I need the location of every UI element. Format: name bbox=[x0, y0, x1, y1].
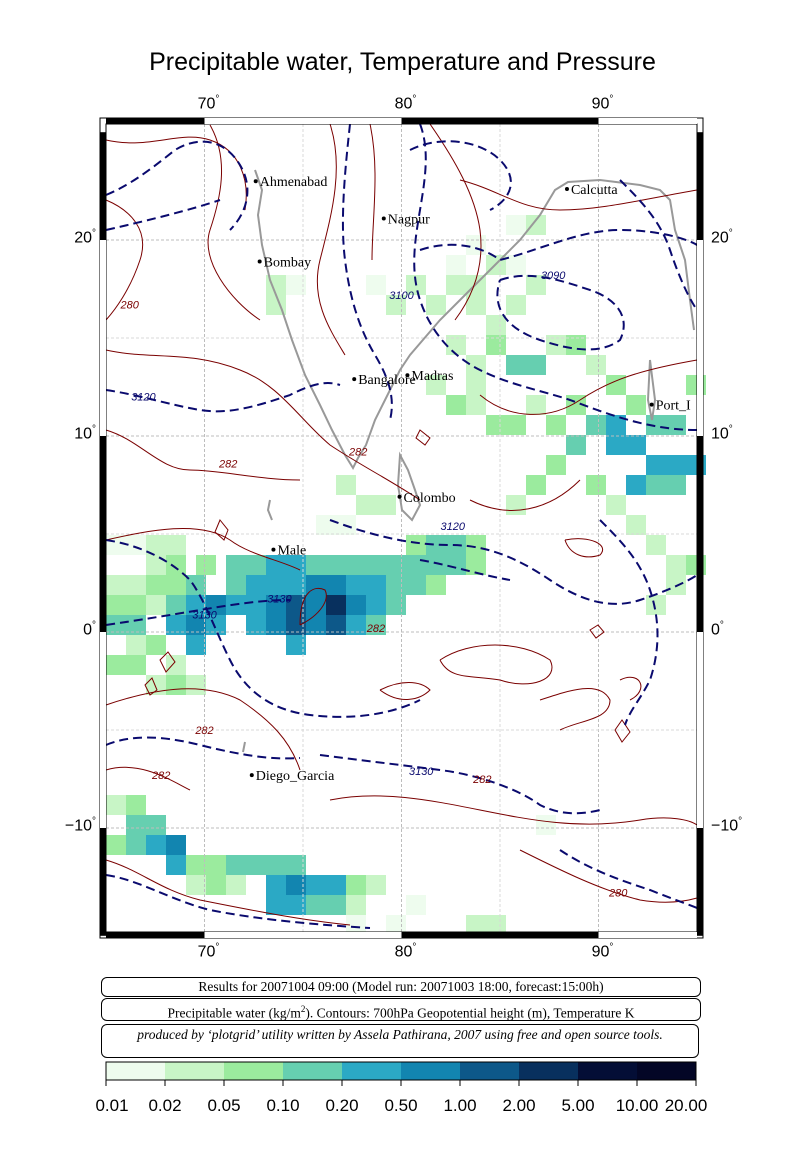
contour-label: 282 bbox=[348, 447, 367, 459]
contour-label: 3120 bbox=[440, 521, 465, 533]
results-info: Results for 20071004 09:00 (Model run: 2… bbox=[101, 977, 701, 997]
city-markers: AhmenabadNagpurCalcuttaBombayBangaloreMa… bbox=[249, 175, 691, 784]
axis-tick-label: −10° bbox=[64, 816, 96, 835]
colorbar-swatch bbox=[460, 1062, 519, 1080]
city-label: Madras bbox=[411, 369, 453, 384]
colorbar-tick-label: 2.00 bbox=[502, 1096, 536, 1115]
city-label: Male bbox=[277, 544, 306, 559]
axis-tick-label: 90° bbox=[591, 94, 614, 113]
colorbar-tick-label: 0.50 bbox=[384, 1096, 418, 1115]
axis-tick-label: 20° bbox=[711, 228, 733, 247]
contour-label: 3130 bbox=[409, 766, 434, 778]
colorbar-tick-label: 0.20 bbox=[325, 1096, 359, 1115]
city-label: Bangalore bbox=[358, 373, 416, 388]
colorbar-tick-label: 0.02 bbox=[148, 1096, 182, 1115]
city-dot bbox=[257, 259, 262, 264]
contour-label: 282 bbox=[366, 623, 385, 635]
contour-label: 3100 bbox=[389, 290, 414, 302]
colorbar-swatch bbox=[578, 1062, 637, 1080]
city-label: Nagpur bbox=[388, 212, 430, 227]
coastline bbox=[242, 169, 695, 753]
city-label: Colombo bbox=[404, 491, 456, 506]
axis-tick-label: 80° bbox=[394, 94, 417, 113]
axis-tick-label: 90° bbox=[591, 942, 614, 961]
colorbar-tick-label: 0.05 bbox=[207, 1096, 241, 1115]
colorbar-tick-label: 1.00 bbox=[443, 1096, 477, 1115]
contour-labels: 3090 3100 3120 3120 3130 3130 3130 280 280 282 282… bbox=[119, 270, 628, 899]
city-label: Ahmenabad bbox=[260, 175, 328, 190]
variable-info: Precipitable water (kg/m2). Contours: 70… bbox=[101, 998, 701, 1021]
variable-info-suffix: ). Contours: 700hPa Geopotential height … bbox=[305, 1005, 635, 1021]
colorbar-swatch bbox=[342, 1062, 401, 1080]
city-label: Bombay bbox=[264, 256, 311, 271]
contour-label: 282 bbox=[472, 774, 491, 786]
variable-info-superscript: 2 bbox=[300, 1004, 306, 1014]
axis-tick-label: 70° bbox=[197, 94, 220, 113]
city-dot bbox=[352, 377, 357, 382]
contour-label: 282 bbox=[218, 458, 237, 470]
contour-label: 3090 bbox=[541, 270, 566, 282]
axis-tick-label: 70° bbox=[197, 942, 220, 961]
colorbar-tick-label: 5.00 bbox=[561, 1096, 595, 1115]
city-dot bbox=[249, 773, 254, 778]
graticule bbox=[106, 124, 697, 932]
city-label: Port_I bbox=[656, 399, 691, 414]
axis-tick-label: 0° bbox=[83, 620, 96, 639]
axis-tick-label: 10° bbox=[711, 424, 733, 443]
contour-label: 282 bbox=[151, 770, 170, 782]
geopotential-height-contours bbox=[105, 123, 698, 929]
map-frame-bars bbox=[100, 118, 703, 938]
axis-tick-label: 80° bbox=[394, 942, 417, 961]
variable-info-prefix: Precipitable water (kg/m bbox=[167, 1005, 301, 1021]
colorbar-swatch bbox=[224, 1062, 283, 1080]
city-label: Diego_Garcia bbox=[256, 769, 335, 784]
contour-label: 3120 bbox=[131, 392, 156, 404]
colorbar-swatch bbox=[283, 1062, 342, 1080]
contour-label: 280 bbox=[608, 888, 628, 900]
colorbar-swatch bbox=[165, 1062, 224, 1080]
colorbar-swatch bbox=[106, 1062, 165, 1080]
city-dot bbox=[253, 179, 258, 184]
contour-label: 3130 bbox=[267, 594, 292, 606]
colorbar-swatch bbox=[519, 1062, 578, 1080]
colorbar-swatch bbox=[401, 1062, 460, 1080]
axis-tick-label: −10° bbox=[711, 816, 743, 835]
city-dot bbox=[381, 216, 386, 221]
axis-tick-label: 10° bbox=[74, 424, 96, 443]
map-title: Precipitable water, Temperature and Pres… bbox=[149, 48, 656, 76]
temperature-contours bbox=[105, 123, 698, 926]
colorbar-tick-label: 0.01 bbox=[95, 1096, 129, 1115]
city-dot bbox=[271, 547, 276, 552]
axis-tick-label: 20° bbox=[74, 228, 96, 247]
city-dot bbox=[397, 494, 402, 499]
colorbar-swatch bbox=[637, 1062, 696, 1080]
colorbar bbox=[105, 1061, 697, 1086]
credits-info: produced by ‘plotgrid’ utility written b… bbox=[101, 1024, 699, 1058]
city-label: Calcutta bbox=[571, 183, 618, 198]
contour-label: 3130 bbox=[192, 609, 217, 621]
city-dot bbox=[649, 402, 654, 407]
contour-label: 280 bbox=[119, 300, 139, 312]
axis-tick-label: 0° bbox=[711, 620, 724, 639]
city-dot bbox=[564, 187, 569, 192]
colorbar-tick-label: 20.00 bbox=[664, 1096, 708, 1115]
city-dot bbox=[405, 373, 410, 378]
contour-label: 282 bbox=[194, 725, 213, 737]
colorbar-tick-label: 0.10 bbox=[266, 1096, 300, 1115]
colorbar-tick-label: 10.00 bbox=[615, 1096, 659, 1115]
